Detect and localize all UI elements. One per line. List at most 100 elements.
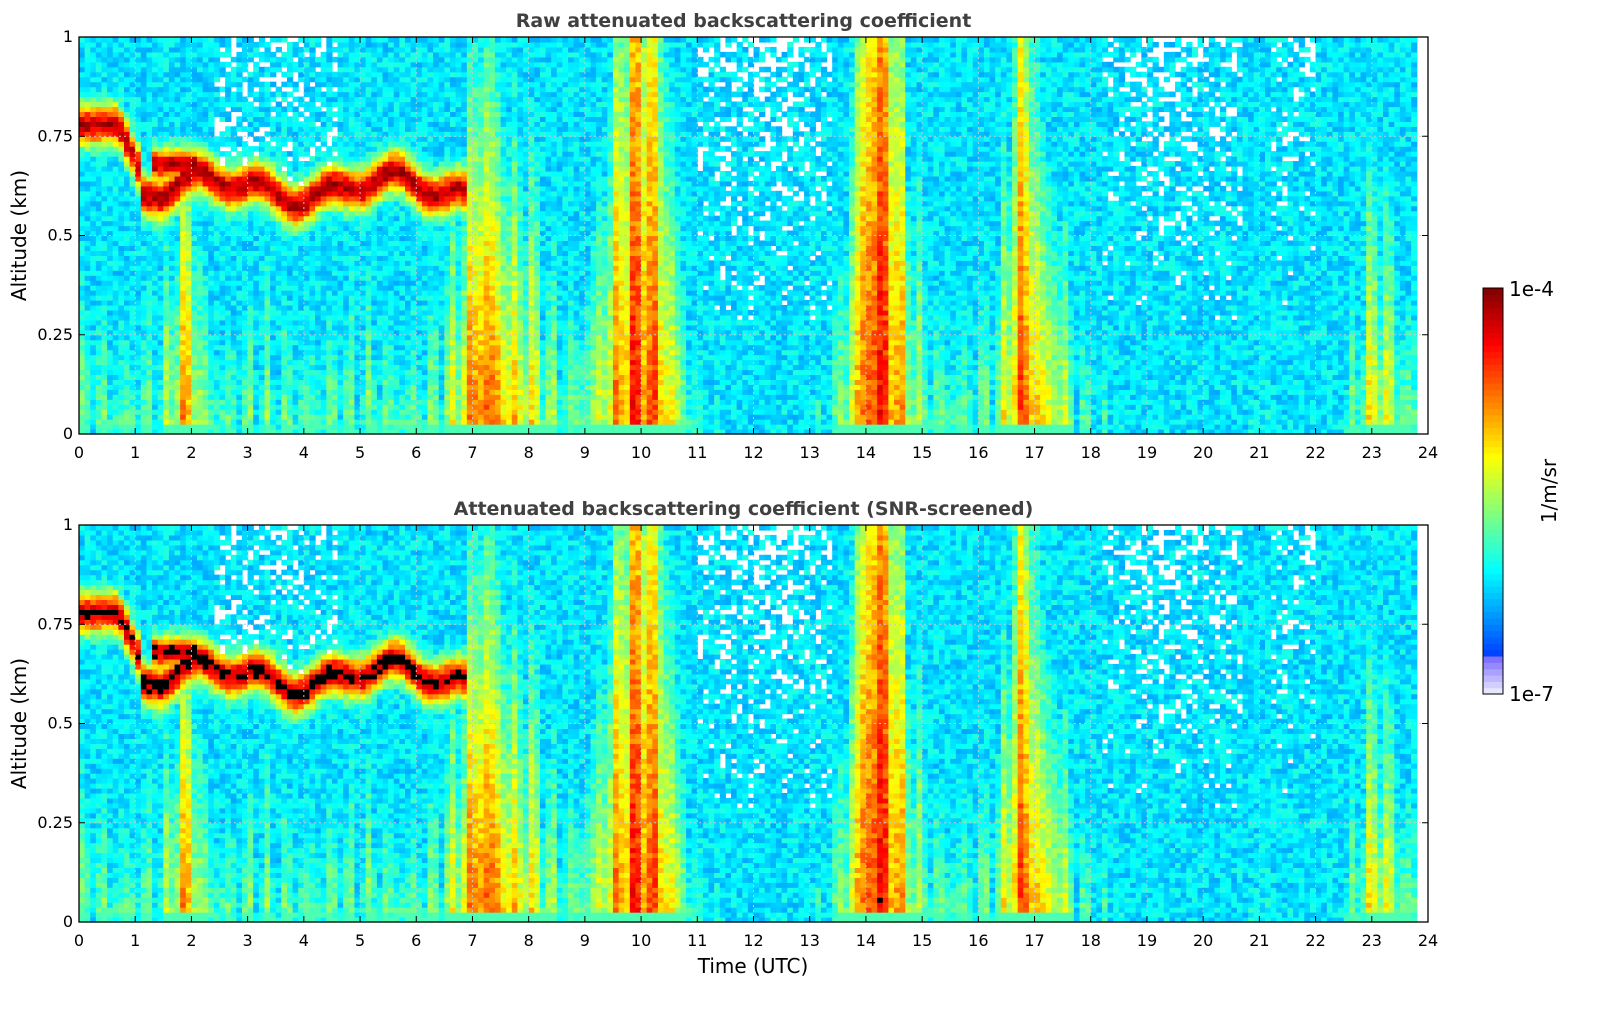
heatmap-cell (253, 265, 260, 271)
heatmap-cell (197, 151, 204, 157)
heatmap-cell (298, 260, 305, 266)
heatmap-cell (343, 151, 350, 157)
heatmap-cell (270, 339, 277, 346)
heatmap-cell (90, 51, 97, 58)
heatmap-cell (309, 419, 316, 425)
heatmap-cell (95, 314, 103, 321)
heatmap-cell (107, 369, 114, 376)
heatmap-cell (174, 404, 181, 410)
heatmap-cell (152, 300, 159, 306)
heatmap-cell (152, 126, 159, 132)
heatmap-cell (421, 374, 429, 381)
heatmap-cell (258, 170, 266, 177)
heatmap-cell (213, 51, 221, 58)
heatmap-cell (348, 51, 356, 58)
heatmap-cell (292, 220, 299, 227)
heatmap-cell (354, 285, 361, 291)
heatmap-cell (152, 175, 159, 182)
heatmap-cell (79, 364, 86, 371)
heatmap-cell (129, 379, 136, 385)
heatmap-cell (174, 210, 181, 217)
heatmap-cell (185, 175, 193, 182)
heatmap-cell (382, 374, 389, 381)
heatmap-cell (421, 111, 429, 117)
heatmap-cell (371, 185, 378, 192)
heatmap-cell (219, 270, 226, 276)
heatmap-cell (331, 215, 339, 222)
heatmap-cell (197, 51, 204, 58)
heatmap-cell (191, 389, 198, 395)
heatmap-cell (107, 210, 114, 217)
heatmap-cell (399, 409, 406, 415)
heatmap-cell (275, 409, 282, 415)
heatmap-cell (101, 146, 108, 152)
heatmap-cell (123, 275, 131, 281)
heatmap-cell (270, 300, 277, 306)
heatmap-cell (258, 319, 266, 326)
heatmap-cell (202, 379, 209, 385)
heatmap-cell (360, 51, 367, 58)
heatmap-cell (180, 424, 187, 430)
heatmap-cell (140, 81, 148, 88)
heatmap-cell (298, 190, 305, 197)
heatmap-cell (315, 424, 322, 430)
heatmap-cell (118, 106, 125, 113)
heatmap-cell (303, 235, 311, 242)
heatmap-cell (275, 379, 282, 385)
heatmap-cell (163, 275, 170, 281)
heatmap-cell (208, 265, 215, 271)
heatmap-cell (140, 394, 148, 400)
heatmap-cell (433, 37, 440, 43)
heatmap-cell (185, 141, 193, 147)
heatmap-cell (225, 290, 232, 296)
heatmap-cell (393, 290, 400, 296)
heatmap-cell (410, 121, 417, 127)
heatmap-cell (123, 324, 131, 331)
heatmap-cell (146, 86, 153, 93)
heatmap-cell (84, 359, 91, 366)
heatmap-cell (242, 106, 249, 113)
heatmap-cell (79, 290, 86, 296)
heatmap-cell (433, 314, 440, 321)
heatmap-cell (242, 295, 249, 301)
heatmap-cell (208, 166, 215, 172)
heatmap-cell (253, 324, 260, 331)
heatmap-cell (258, 175, 266, 182)
heatmap-cell (337, 379, 344, 385)
heatmap-cell (202, 71, 209, 78)
heatmap-cell (388, 389, 395, 395)
heatmap-cell (286, 399, 294, 405)
heatmap-cell (433, 245, 440, 251)
heatmap-cell (79, 285, 86, 291)
heatmap-cell (421, 66, 429, 73)
heatmap-cell (208, 91, 215, 98)
heatmap-cell (348, 41, 356, 48)
heatmap-cell (90, 37, 97, 43)
heatmap-cell (79, 250, 86, 256)
heatmap-cell (365, 106, 372, 113)
heatmap-cell (281, 329, 288, 336)
heatmap-cell (123, 76, 131, 83)
heatmap-cell (146, 195, 153, 202)
heatmap-cell (343, 275, 350, 281)
heatmap-cell (410, 364, 417, 371)
heatmap-cell (152, 41, 159, 48)
heatmap-cell (371, 190, 378, 197)
heatmap-cell (354, 295, 361, 301)
heatmap-cell (197, 280, 204, 286)
heatmap-cell (191, 121, 198, 127)
heatmap-cell (213, 419, 221, 425)
heatmap-cell (354, 364, 361, 371)
heatmap-cell (331, 414, 339, 420)
heatmap-cell (258, 275, 266, 281)
heatmap-cell (84, 280, 91, 286)
heatmap-cell (95, 141, 103, 147)
heatmap-cell (416, 324, 423, 331)
heatmap-cell (253, 195, 260, 202)
heatmap-cell (197, 429, 204, 435)
heatmap-cell (213, 414, 221, 420)
heatmap-cell (298, 61, 305, 68)
heatmap-cell (393, 170, 400, 177)
heatmap-cell (365, 245, 372, 251)
heatmap-cell (180, 96, 187, 103)
